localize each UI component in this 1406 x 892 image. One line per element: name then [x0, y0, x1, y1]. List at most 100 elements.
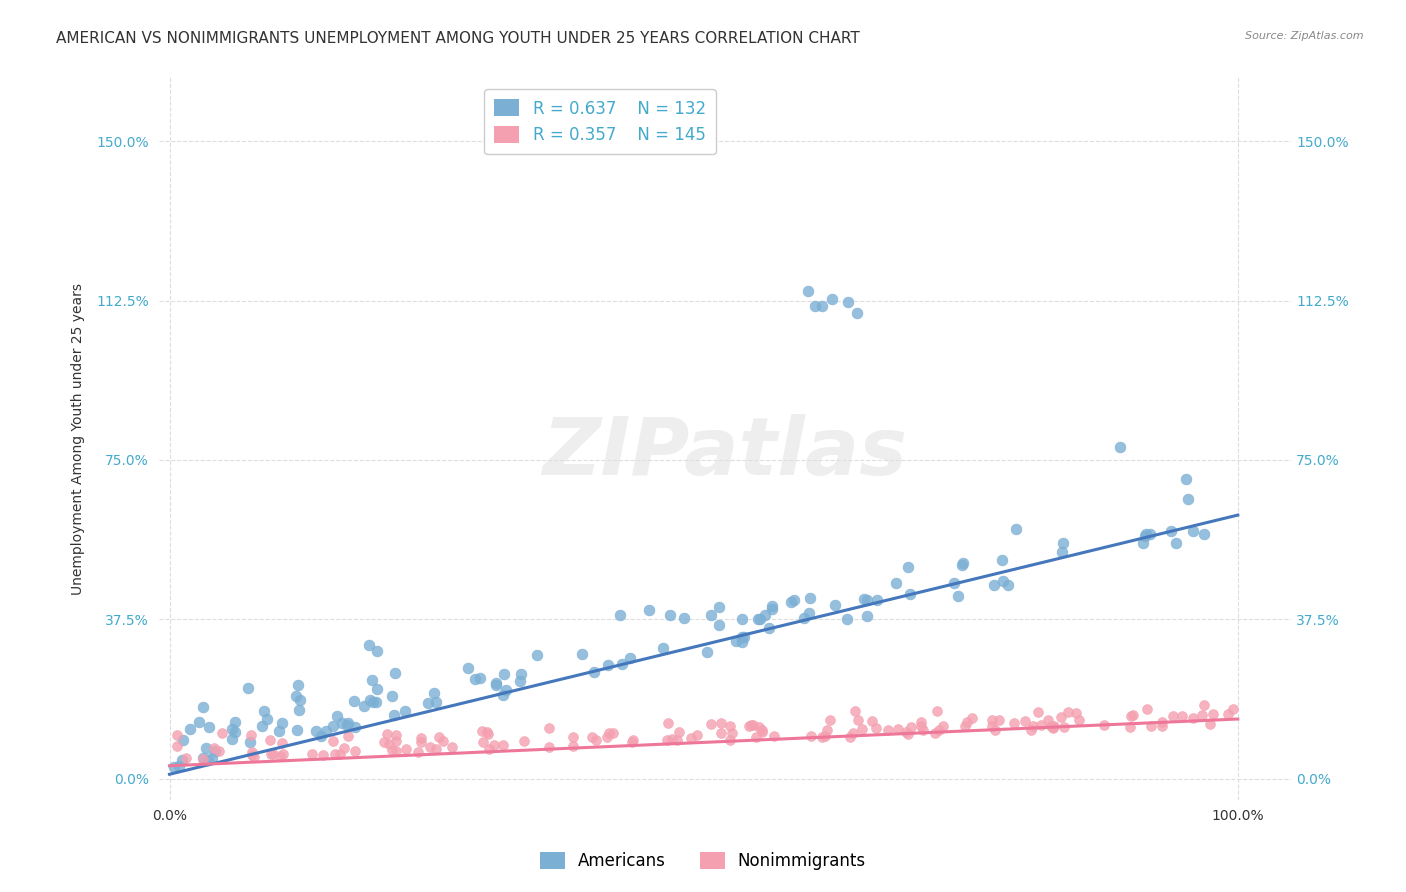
Point: [609, 608, 631, 623]
Point: [997, 578, 1019, 592]
Point: [269, 749, 291, 764]
Point: [1139, 719, 1161, 733]
Point: [176, 750, 198, 764]
Point: [1181, 711, 1204, 725]
Point: [672, 611, 695, 625]
Point: [353, 699, 375, 714]
Point: [330, 715, 353, 730]
Point: [1028, 706, 1050, 720]
Point: [343, 720, 366, 734]
Point: [855, 608, 877, 623]
Point: [381, 742, 404, 756]
Point: [1038, 713, 1060, 727]
Point: [1177, 492, 1199, 507]
Point: [471, 734, 494, 748]
Point: [856, 593, 879, 607]
Point: [305, 724, 328, 739]
Point: [932, 719, 955, 733]
Point: [492, 688, 515, 702]
Point: [378, 737, 401, 751]
Point: [381, 689, 404, 703]
Point: [395, 741, 418, 756]
Point: [236, 681, 259, 695]
Point: [315, 724, 337, 739]
Point: [179, 722, 201, 736]
Point: [960, 711, 983, 725]
Point: [848, 713, 870, 727]
Point: [224, 714, 246, 729]
Point: [762, 729, 785, 743]
Point: [561, 739, 583, 753]
Point: [793, 611, 815, 625]
Point: [900, 720, 922, 734]
Point: [571, 648, 593, 662]
Point: [1119, 709, 1142, 723]
Point: [492, 738, 515, 752]
Point: [740, 717, 762, 731]
Point: [561, 730, 583, 744]
Legend: Americans, Nonimmigrants: Americans, Nonimmigrants: [533, 845, 873, 877]
Point: [733, 631, 755, 645]
Point: [598, 726, 620, 740]
Point: [610, 657, 633, 671]
Point: [747, 612, 769, 626]
Point: [423, 685, 446, 699]
Point: [170, 753, 193, 767]
Point: [256, 712, 278, 726]
Point: [984, 723, 1007, 737]
Point: [748, 720, 770, 734]
Point: [471, 723, 494, 738]
Point: [581, 731, 603, 745]
Point: [668, 724, 690, 739]
Point: [322, 719, 344, 733]
Point: [731, 635, 754, 649]
Point: [1022, 719, 1045, 733]
Point: [194, 741, 217, 756]
Point: [429, 730, 451, 744]
Point: [1021, 723, 1043, 738]
Point: [980, 713, 1002, 727]
Point: [243, 749, 266, 764]
Point: [312, 747, 335, 762]
Point: [287, 678, 309, 692]
Point: [204, 744, 226, 758]
Point: [596, 658, 619, 673]
Point: [287, 723, 309, 737]
Point: [394, 704, 416, 718]
Point: [844, 704, 866, 718]
Point: [336, 718, 359, 732]
Point: [1171, 709, 1194, 723]
Point: [583, 665, 606, 679]
Point: [754, 608, 776, 623]
Point: [1031, 718, 1053, 732]
Point: [510, 667, 533, 681]
Point: [495, 682, 517, 697]
Point: [910, 714, 932, 729]
Point: [718, 733, 741, 747]
Point: [364, 695, 387, 709]
Point: [477, 724, 499, 739]
Point: [1042, 720, 1064, 734]
Point: [224, 724, 246, 739]
Point: [166, 728, 188, 742]
Point: [1067, 714, 1090, 728]
Point: [686, 728, 709, 742]
Point: [725, 634, 748, 648]
Point: [361, 695, 384, 709]
Point: [259, 732, 281, 747]
Point: [290, 692, 312, 706]
Point: [621, 732, 644, 747]
Point: [742, 717, 765, 731]
Point: [166, 739, 188, 753]
Point: [201, 750, 224, 764]
Point: [202, 740, 225, 755]
Point: [477, 727, 499, 741]
Point: [952, 556, 974, 570]
Point: [1191, 707, 1213, 722]
Point: [800, 729, 823, 743]
Point: [602, 726, 624, 740]
Point: [1164, 536, 1187, 550]
Point: [425, 695, 447, 709]
Point: [845, 306, 868, 320]
Point: [197, 754, 219, 768]
